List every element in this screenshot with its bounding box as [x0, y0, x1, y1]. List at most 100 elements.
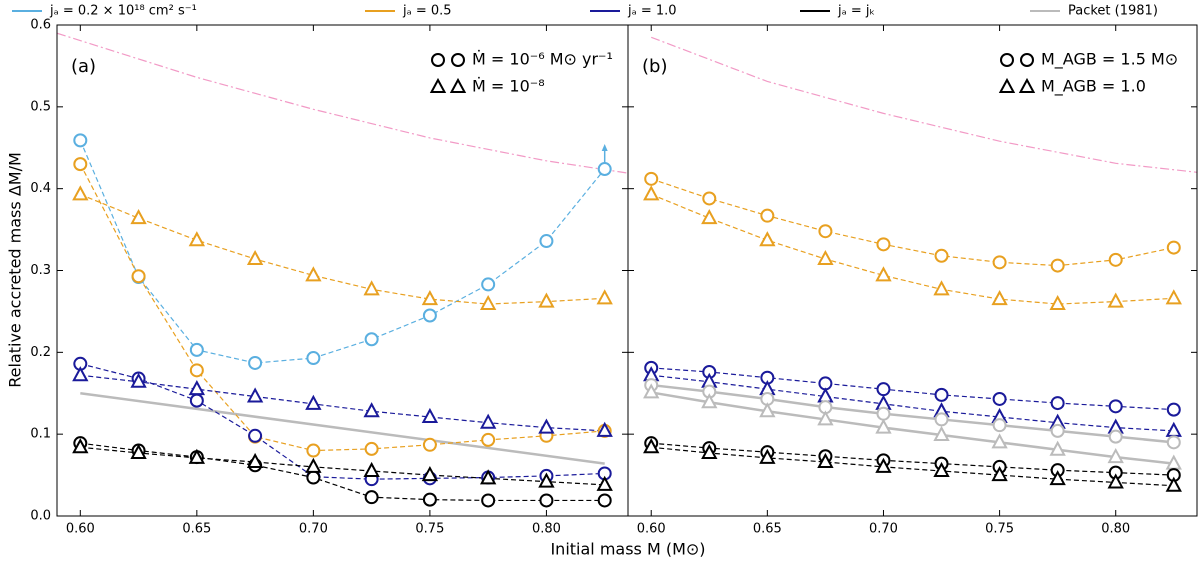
legend-marker [431, 53, 445, 67]
x-tick-label: 0.65 [182, 522, 211, 537]
data-point [1050, 258, 1065, 273]
marker-legend-label: Ṁ = 10⁻⁸ [472, 77, 545, 96]
data-point [875, 418, 892, 434]
data-point [597, 162, 612, 177]
data-point [72, 366, 89, 382]
data-point [248, 428, 263, 443]
data-point [1166, 402, 1181, 417]
data-point [1165, 289, 1182, 305]
series-line [650, 193, 1174, 305]
x-tick-label: 0.75 [415, 522, 444, 537]
data-point [305, 266, 322, 282]
data-point [479, 294, 497, 311]
data-point [539, 234, 554, 249]
series-line [80, 193, 605, 305]
data-point [422, 492, 437, 507]
data-point [1107, 292, 1124, 308]
panel-label: (b) [642, 56, 667, 77]
x-tick-label: 0.65 [753, 522, 782, 537]
data-point [479, 413, 497, 429]
data-point [875, 457, 892, 473]
y-tick-label: 0.1 [30, 427, 51, 442]
axes-frame [56, 24, 629, 517]
data-point [130, 209, 147, 225]
data-point [934, 387, 949, 402]
data-point [421, 290, 439, 306]
x-tick-label: 0.60 [637, 522, 666, 537]
legend-label: jₐ = 0.2 × 10¹⁸ cm² s⁻¹ [49, 4, 197, 19]
data-point [364, 332, 379, 347]
x-tick-label: 0.80 [532, 522, 561, 537]
data-point [248, 355, 263, 370]
data-point [305, 457, 322, 473]
data-point [363, 402, 380, 418]
series-line [80, 442, 605, 502]
data-point [188, 380, 206, 396]
data-point [875, 266, 892, 282]
legend-marker [998, 77, 1016, 93]
y-tick-label: 0.5 [30, 99, 51, 114]
data-point [933, 280, 950, 296]
y-tick-label: 0.3 [30, 263, 51, 278]
y-tick-label: 0.4 [30, 181, 51, 196]
data-point [702, 191, 717, 206]
legend-marker [1020, 53, 1034, 67]
data-point [818, 224, 833, 239]
data-point [1050, 396, 1065, 411]
data-point [306, 470, 321, 485]
data-point [479, 469, 497, 485]
legend-label: jₐ = 1.0 [627, 4, 677, 19]
data-point [992, 418, 1007, 433]
data-point [992, 255, 1007, 270]
data-point [421, 407, 439, 423]
data-point [1107, 447, 1124, 464]
marker-legend-label: M_AGB = 1.0 [1041, 77, 1146, 97]
x-axis-label: Initial mass M (M⊙) [550, 540, 705, 559]
data-point [188, 231, 206, 247]
y-tick-label: 0.6 [30, 18, 51, 33]
data-point [817, 249, 834, 266]
series-line [80, 374, 605, 432]
data-point [759, 402, 776, 418]
data-point [1108, 399, 1123, 414]
legend-marker [1000, 53, 1014, 67]
data-point [363, 280, 380, 296]
y-axis-label: Relative accreted mass ΔM/M [6, 152, 25, 388]
data-point [364, 490, 379, 505]
legend-marker [1018, 77, 1036, 93]
data-point [701, 393, 718, 409]
series-line [651, 442, 1174, 476]
marker-legend-label: M_AGB = 1.5 M⊙ [1041, 50, 1178, 70]
data-point [1049, 470, 1066, 486]
data-point [481, 277, 496, 292]
x-tick-label: 0.70 [869, 522, 898, 537]
data-point [991, 290, 1008, 306]
data-point [934, 412, 949, 427]
data-point [538, 418, 555, 434]
plot-area [57, 32, 628, 502]
data-point [538, 292, 555, 308]
series-line [79, 140, 606, 364]
data-point [189, 363, 204, 378]
x-tick-label: 0.75 [985, 522, 1014, 537]
data-point [130, 372, 147, 388]
data-point [539, 493, 554, 508]
x-tick-label: 0.80 [1101, 522, 1130, 537]
data-point [991, 433, 1008, 449]
axes-frame [627, 24, 1198, 517]
data-point [363, 461, 380, 477]
data-point [596, 475, 613, 491]
series-line [651, 178, 1174, 267]
x-tick-label: 0.70 [299, 522, 328, 537]
data-point [246, 249, 264, 266]
legend-marker [449, 77, 467, 93]
data-point [644, 171, 659, 186]
series-line [57, 32, 628, 174]
data-point [701, 209, 718, 225]
data-point [189, 342, 204, 357]
data-point [1108, 429, 1123, 444]
data-point [1166, 240, 1181, 255]
data-point [934, 248, 949, 263]
marker-legend-label: Ṁ = 10⁻⁶ M⊙ yr⁻¹ [472, 50, 613, 69]
